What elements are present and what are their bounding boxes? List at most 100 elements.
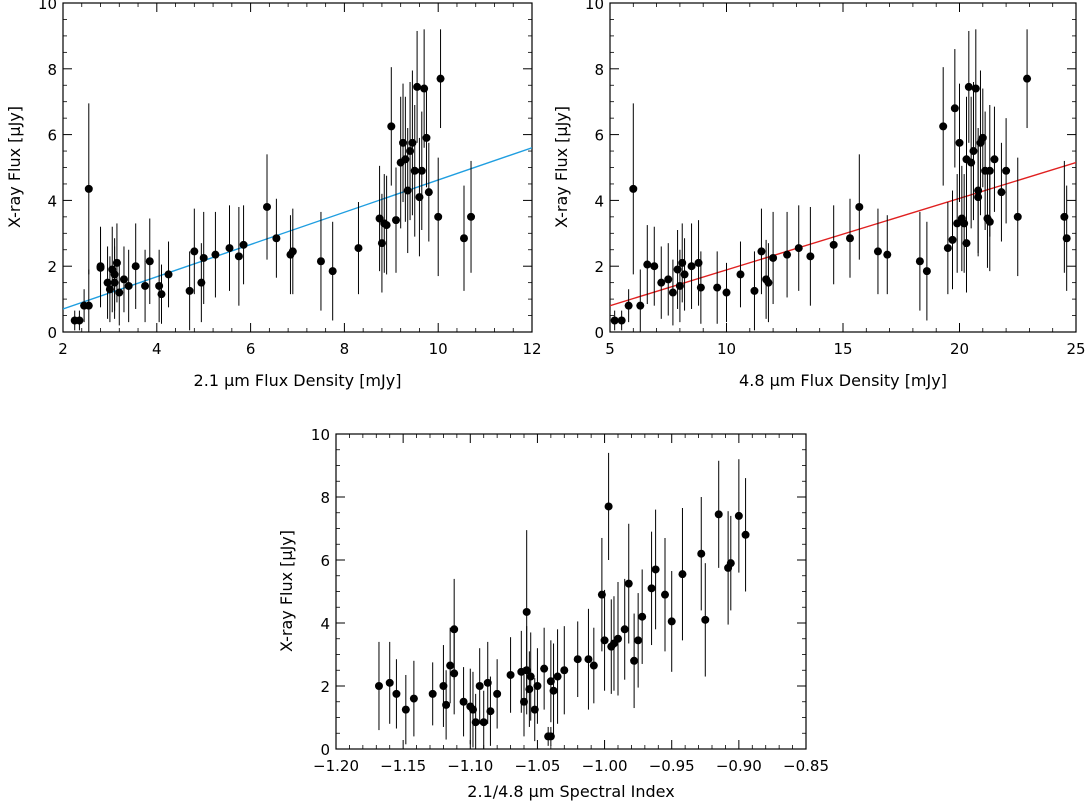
data-point: [410, 166, 419, 175]
data-point: [855, 202, 864, 211]
y-axis-label: X-ray Flux [μJy]: [277, 530, 296, 652]
data-point: [391, 216, 400, 225]
data-point: [546, 732, 555, 741]
x-tick-label: −0.85: [783, 757, 829, 775]
data-point: [997, 188, 1006, 197]
data-point: [638, 612, 647, 621]
data-point: [549, 686, 558, 695]
data-point: [664, 275, 673, 284]
data-point: [199, 253, 208, 262]
x-tick-label: 25: [1066, 340, 1085, 358]
data-point: [845, 234, 854, 243]
data-point: [553, 672, 562, 681]
data-point: [486, 707, 495, 716]
y-tick-label: 8: [594, 61, 604, 79]
data-point: [697, 549, 706, 558]
data-point: [764, 278, 773, 287]
data-point: [467, 212, 476, 221]
data-point: [131, 262, 140, 271]
x-tick-label: 5: [605, 340, 615, 358]
data-point: [211, 250, 220, 259]
y-tick-label: 0: [594, 324, 604, 342]
data-point: [573, 655, 582, 664]
data-point: [374, 682, 383, 690]
data-point: [288, 247, 297, 256]
data-point: [794, 244, 803, 253]
data-point: [124, 281, 133, 290]
data-point: [450, 625, 459, 634]
y-tick-label: 2: [594, 258, 604, 276]
data-point: [647, 584, 656, 593]
data-point: [636, 301, 645, 310]
data-point: [922, 267, 931, 276]
data-point: [948, 235, 957, 244]
data-point: [713, 283, 722, 292]
data-point: [546, 677, 555, 686]
data-point: [624, 301, 633, 310]
data-point: [629, 184, 638, 193]
data-point: [726, 559, 735, 568]
data-point: [471, 718, 480, 727]
y-tick-label: 4: [47, 192, 57, 210]
data-point: [604, 502, 613, 511]
data-point: [328, 267, 337, 276]
y-tick-label: 6: [594, 127, 604, 145]
data-point: [1062, 234, 1071, 243]
x-axis-label: 2.1/4.8 μm Spectral Index: [467, 782, 674, 801]
y-tick-label: 10: [38, 0, 57, 13]
y-tick-label: 6: [47, 127, 57, 145]
x-tick-label: −1.05: [514, 757, 560, 775]
chart-panel-3: −1.20 −1.15 −1.10 −1.05 −1.00 −0.95 −0.90 −0.85…: [277, 426, 829, 801]
data-point: [829, 240, 838, 249]
data-point: [96, 263, 105, 272]
data-point: [620, 625, 629, 634]
y-tick-label: 6: [320, 552, 330, 570]
data-point: [428, 689, 437, 698]
data-point: [442, 700, 451, 709]
y-tick-label: 4: [594, 192, 604, 210]
data-point: [1013, 212, 1022, 221]
data-point: [971, 84, 980, 93]
data-point: [387, 122, 396, 131]
data-point: [750, 286, 759, 295]
x-tick-label: 4: [152, 340, 162, 358]
data-point: [413, 82, 422, 91]
x-tick-label: 6: [246, 340, 256, 358]
plot-frame: [62, 2, 533, 333]
data-point: [560, 666, 569, 675]
data-point: [584, 655, 593, 664]
data-point: [806, 252, 815, 261]
data-point: [436, 74, 445, 83]
x-tick-label: 15: [833, 340, 852, 358]
data-point: [630, 656, 639, 665]
data-point: [657, 278, 666, 287]
data-point: [84, 184, 93, 193]
data-point: [650, 262, 659, 271]
data-point: [401, 705, 410, 714]
data-point: [417, 166, 426, 175]
data-point: [741, 530, 750, 539]
data-point: [736, 270, 745, 279]
data-point: [939, 122, 948, 131]
data-point: [985, 217, 994, 226]
data-point: [225, 244, 234, 253]
data-point: [915, 257, 924, 266]
fit-line: [63, 147, 532, 310]
data-point: [714, 510, 723, 519]
y-tick-label: 2: [47, 258, 57, 276]
data-point: [157, 290, 166, 299]
data-point: [145, 257, 154, 266]
x-axis-label: 2.1 μm Flux Density [mJy]: [194, 371, 402, 390]
data-point: [522, 607, 531, 616]
y-axis-label: X-ray Flux [μJy]: [5, 106, 24, 228]
data-point: [263, 202, 272, 211]
data-point: [382, 221, 391, 230]
data-point: [643, 260, 652, 269]
data-point: [84, 301, 93, 310]
data-point: [526, 672, 535, 681]
data-point: [439, 682, 448, 690]
data-point: [1023, 74, 1032, 83]
y-axis-label: X-ray Flux [μJy]: [552, 106, 571, 228]
